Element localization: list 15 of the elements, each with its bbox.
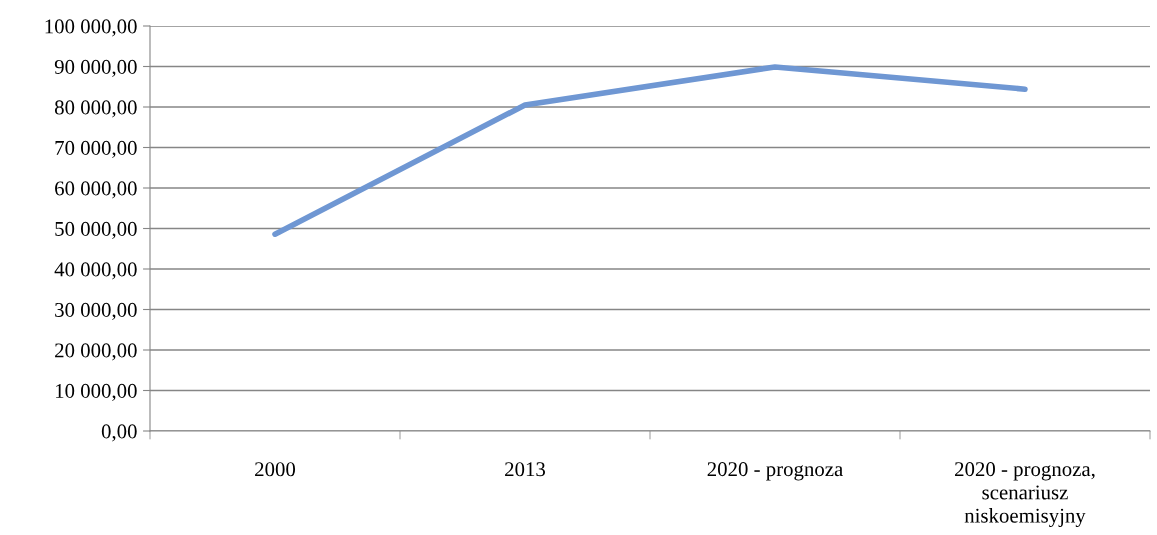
y-tick-label: 100 000,00 (45, 19, 137, 37)
y-tick-label: 60 000,00 (55, 181, 137, 199)
x-tick-label: 2013 (505, 462, 546, 477)
y-tick-label: 20 000,00 (55, 343, 137, 361)
y-tick-label: 10 000,00 (56, 383, 137, 401)
x-tick-label: 2020 - prognoza (707, 462, 843, 481)
y-tick-label: 50 000,00 (55, 221, 137, 239)
y-tick-label: 90 000,00 (54, 59, 137, 77)
y-tick-label: 80 000,00 (54, 100, 137, 118)
y-tick-label: 0,00 (101, 424, 137, 442)
x-tick-label: 2020 - prognoza, scenariusz niskoemisyjny (955, 462, 1095, 527)
y-tick-label: 30 000,00 (55, 302, 137, 320)
y-tick-label: 70 000,00 (55, 140, 137, 158)
x-tick-label: 2000 (255, 462, 296, 477)
y-tick-label: 40 000,00 (54, 262, 137, 280)
